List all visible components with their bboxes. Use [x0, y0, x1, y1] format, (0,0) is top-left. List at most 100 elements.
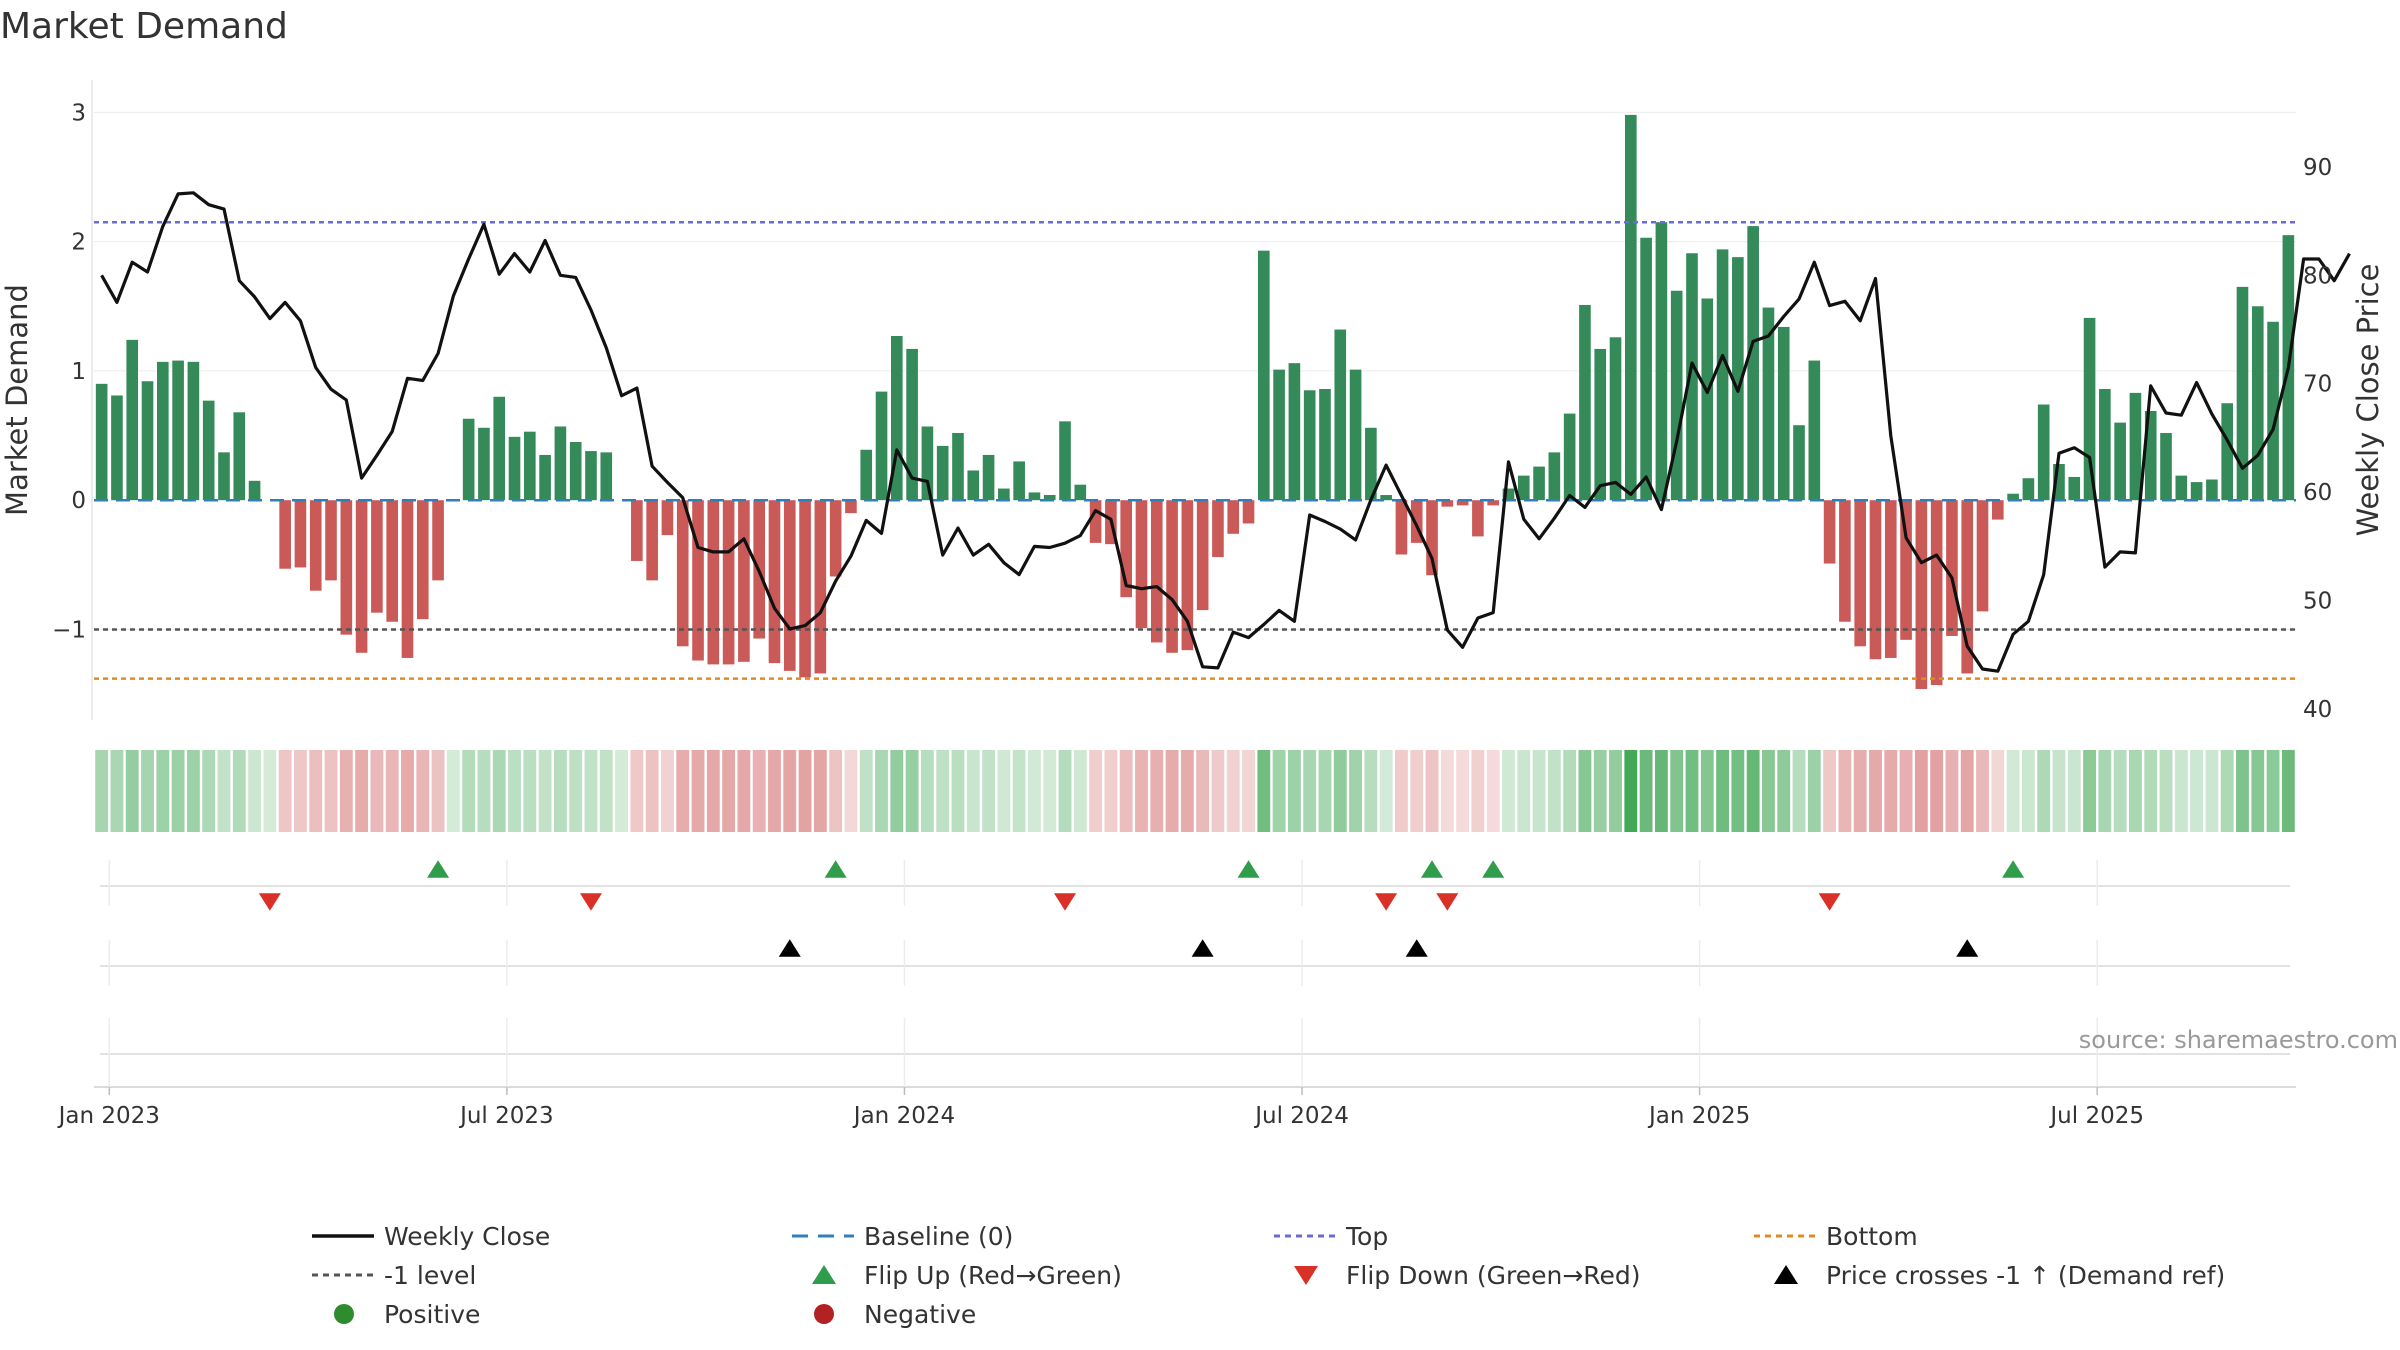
flip-up-marker — [824, 860, 847, 878]
demand-heat-strip — [95, 750, 2295, 832]
demand-bar — [1089, 500, 1102, 543]
heat-strip-cell — [1685, 750, 1699, 832]
legend-swatch-price-cross — [1774, 1265, 1798, 1284]
legend-label: Negative — [864, 1300, 976, 1329]
heat-strip-cell — [813, 750, 827, 832]
heat-strip-cell — [1073, 750, 1087, 832]
heat-strip-cell — [1823, 750, 1837, 832]
demand-bar — [1472, 500, 1484, 537]
demand-bar — [340, 500, 353, 635]
demand-bar — [371, 500, 383, 613]
demand-bar — [1640, 237, 1652, 501]
heat-strip-cell — [1349, 750, 1362, 832]
heat-strip-cell — [1043, 750, 1057, 832]
demand-bar — [462, 418, 475, 501]
y-axis-label: Market Demand — [0, 284, 34, 516]
demand-bar — [126, 339, 139, 501]
x-tick-label: Jul 2025 — [2048, 1103, 2144, 1129]
reference-lines — [94, 220, 2296, 680]
demand-bar — [1242, 500, 1255, 524]
demand-bar — [401, 500, 414, 658]
flip-up-marker — [1482, 860, 1505, 878]
demand-bar — [1349, 369, 1362, 501]
demand-bar — [967, 470, 980, 501]
demand-bar — [2190, 482, 2203, 501]
heat-strip-cell — [798, 750, 812, 832]
heat-strip-cell — [1716, 750, 1729, 832]
demand-bar — [1869, 500, 1882, 660]
heat-strip-cell — [2220, 750, 2234, 832]
heat-strip-cell — [477, 750, 491, 832]
demand-bar — [2053, 464, 2065, 501]
demand-bar — [2083, 317, 2096, 501]
demand-bar — [1533, 466, 1545, 501]
demand-bar — [676, 500, 689, 647]
demand-bar — [2206, 479, 2218, 501]
heat-strip-cell — [294, 750, 307, 832]
heat-strip-cell — [1471, 750, 1485, 832]
demand-bar — [722, 500, 735, 665]
legend-swatch-flip-up — [812, 1265, 836, 1284]
demand-bar — [554, 426, 567, 501]
heat-strip-cell — [1547, 750, 1561, 832]
heat-strip-cell — [966, 750, 980, 832]
legend-label: -1 level — [384, 1261, 476, 1290]
heat-strip-cell — [370, 750, 384, 832]
demand-bar — [2007, 493, 2019, 501]
heat-strip-cell — [248, 750, 261, 832]
demand-bar — [539, 454, 551, 501]
heat-strip-cell — [355, 750, 369, 832]
demand-bar — [1793, 425, 1805, 501]
heat-strip-cell — [141, 750, 154, 832]
demand-bar — [1258, 250, 1270, 501]
heat-strip-cell — [1807, 750, 1821, 832]
heat-strip-cell — [1991, 750, 2005, 832]
heat-strip-cell — [1456, 750, 1470, 832]
heat-strip-cell — [1012, 750, 1026, 832]
y-tick-label: −1 — [52, 617, 86, 643]
demand-bar — [493, 396, 506, 501]
heat-strip-cell — [890, 750, 904, 832]
demand-bar — [569, 442, 582, 501]
heat-strip-cell — [1731, 750, 1745, 832]
heat-strip-cell — [2144, 750, 2158, 832]
heat-strip-cell — [1303, 750, 1317, 832]
heat-strip-cell — [278, 750, 292, 832]
demand-bar — [1426, 500, 1438, 576]
heat-strip-cell — [1945, 750, 1959, 832]
demand-bar — [2037, 404, 2050, 501]
demand-bar — [631, 500, 643, 561]
demand-bar — [1319, 389, 1331, 501]
demand-bar — [111, 395, 123, 501]
heat-strip-cell — [584, 750, 598, 832]
gridlines — [91, 80, 2296, 720]
demand-bar — [309, 500, 322, 591]
demand-bar — [1594, 348, 1607, 501]
heat-strip-cell — [599, 750, 613, 832]
demand-bar — [2251, 306, 2264, 501]
source-note: source: sharemaestro.com — [2079, 1026, 2398, 1054]
price-cross-marker — [1956, 939, 1979, 957]
chart-title: Market Demand — [0, 6, 288, 47]
demand-bar — [478, 427, 490, 501]
heat-strip-cell — [2266, 750, 2280, 832]
demand-bar — [1013, 461, 1025, 501]
heat-strip-cell — [1089, 750, 1103, 832]
heat-strip-cell — [217, 750, 231, 832]
heat-strip-cell — [875, 750, 888, 832]
heat-strip-cell — [1884, 750, 1898, 832]
demand-bar — [998, 488, 1010, 501]
demand-bar — [600, 452, 613, 501]
demand-bar — [906, 348, 918, 501]
demand-bar — [1074, 484, 1087, 501]
legend-swatch-flip-down — [1294, 1266, 1318, 1285]
heat-strip-cell — [1792, 750, 1806, 832]
demand-bar — [1196, 500, 1209, 611]
heat-strip-cell — [1930, 750, 1944, 832]
demand-bar — [248, 480, 261, 501]
demand-bar — [1563, 413, 1576, 501]
heat-strip-cell — [1838, 750, 1852, 832]
demand-bar — [1716, 249, 1729, 501]
heat-strip-cell — [125, 750, 139, 832]
heat-strip-cell — [1746, 750, 1760, 832]
